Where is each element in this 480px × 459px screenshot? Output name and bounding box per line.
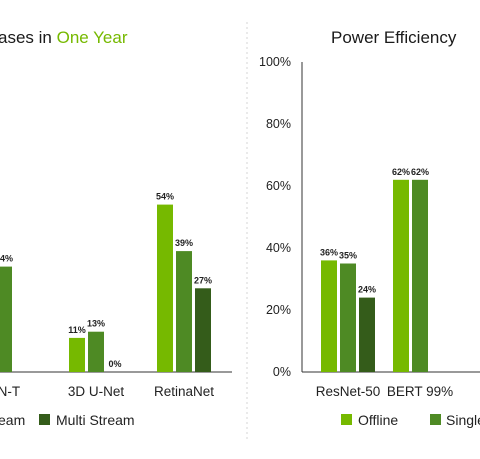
right-data-label-resnet-50-series-1: 36%	[320, 247, 338, 257]
right-bar-bert-99-series-1	[393, 179, 409, 372]
left-title-prefix: ases in	[0, 28, 57, 47]
left-category-label-3d-u-net: 3D U-Net	[68, 384, 125, 399]
left-legend: eam Multi Stream	[0, 412, 135, 428]
left-bar-3d-u-net-series-2	[88, 331, 104, 372]
left-data-label-3d-u-net-series-1: 11%	[68, 325, 86, 335]
left-chart-title: ases in One Year	[0, 28, 128, 47]
right-chart-title: Power Efficiency	[331, 28, 457, 47]
right-legend-swatch-offline	[341, 414, 352, 425]
right-bar-bert-99-series-2	[412, 179, 428, 372]
left-bar-retinanet-series-3	[195, 288, 211, 372]
left-data-label-nn-t-series-2: 34%	[0, 254, 13, 264]
right-data-label-bert-99-series-2: 62%	[411, 167, 429, 177]
right-bar-resnet-50-series-3	[359, 297, 375, 372]
right-y-tick-label: 100%	[259, 55, 291, 69]
right-legend: Offline Single	[341, 412, 480, 428]
right-legend-label-single: Single	[446, 412, 480, 428]
right-bar-resnet-50-series-1	[321, 260, 337, 372]
left-data-label-retinanet-series-1: 54%	[156, 192, 174, 202]
left-legend-swatch-multi-stream	[39, 414, 50, 425]
right-data-label-resnet-50-series-2: 35%	[339, 251, 357, 261]
right-legend-swatch-single	[430, 414, 441, 425]
left-data-label-3d-u-net-series-3: 0%	[108, 359, 121, 369]
left-legend-partial-label: eam	[0, 412, 25, 428]
left-data-label-retinanet-series-2: 39%	[175, 238, 193, 248]
left-bar-nn-t-series-2	[0, 266, 12, 372]
left-category-label-nn-t: NN-T	[0, 384, 20, 399]
right-category-label-bert-99: BERT 99%	[387, 384, 453, 399]
right-y-tick-label: 80%	[266, 117, 291, 131]
right-y-tick-label: 60%	[266, 179, 291, 193]
left-data-label-3d-u-net-series-2: 13%	[87, 319, 105, 329]
right-legend-label-offline: Offline	[358, 412, 398, 428]
left-legend-label-multi-stream: Multi Stream	[56, 412, 135, 428]
right-y-tick-label: 40%	[266, 241, 291, 255]
right-category-label-resnet-50: ResNet-50	[316, 384, 381, 399]
left-bar-retinanet-series-2	[176, 251, 192, 372]
right-y-tick-label: 20%	[266, 303, 291, 317]
right-y-tick-label: 0%	[273, 365, 291, 379]
left-data-label-retinanet-series-3: 27%	[194, 275, 212, 285]
right-chart-plot: 0% 20% 40% 60% 80% 100% ResNet-50 36% 35% 24% BERT…	[259, 55, 480, 399]
left-bar-3d-u-net-series-1	[69, 337, 85, 372]
left-chart-plot: NN-T 34% 3D U-Net 11%13% 0% RetinaNet 54% 39% 27…	[0, 192, 232, 399]
right-bar-resnet-50-series-2	[340, 263, 356, 372]
right-data-label-resnet-50-series-3: 24%	[358, 285, 376, 295]
left-title-accent: One Year	[57, 28, 128, 47]
left-category-label-retinanet: RetinaNet	[154, 384, 214, 399]
right-data-label-bert-99-series-1: 62%	[392, 167, 410, 177]
left-bar-retinanet-series-1	[157, 204, 173, 372]
